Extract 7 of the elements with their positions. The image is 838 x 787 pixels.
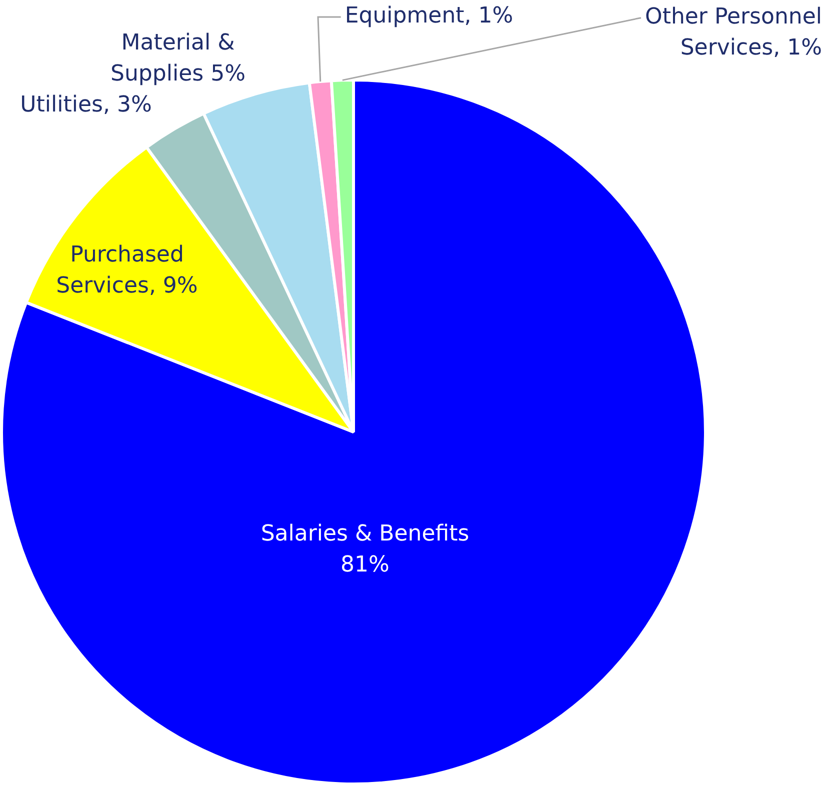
slice-label: Material & Supplies 5% xyxy=(110,30,246,87)
slice-label: Utilities, 3% xyxy=(20,92,152,118)
slice-label: Salaries & Benefits xyxy=(260,522,470,547)
slice-label: Other Personnel Services, 1% xyxy=(645,4,822,61)
slice-label: Purchased Services, 9% xyxy=(56,242,198,299)
data-label: 81% xyxy=(340,552,390,578)
slice-label: Equipment, 1% xyxy=(344,4,514,29)
